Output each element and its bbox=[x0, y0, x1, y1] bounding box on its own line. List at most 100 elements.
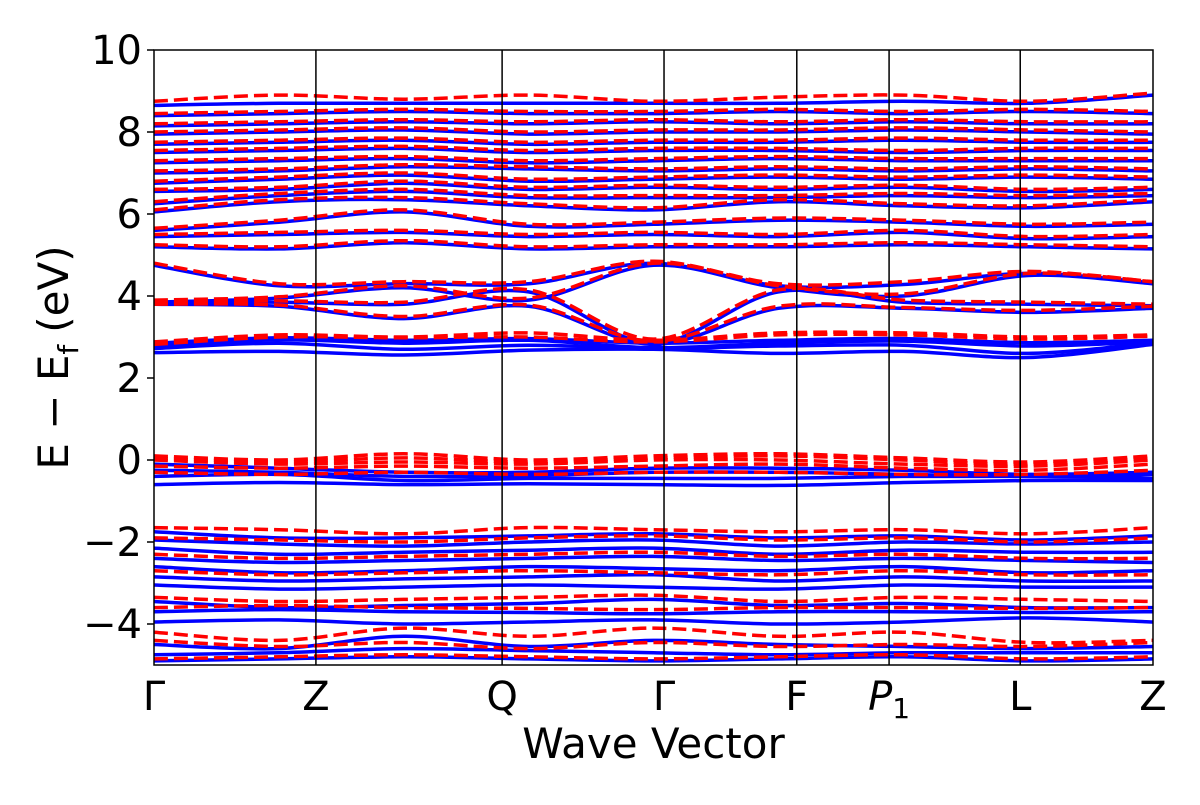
y-tick-label: 0 bbox=[117, 438, 142, 484]
solid-band-line bbox=[154, 462, 1153, 477]
dashed-band-line bbox=[154, 626, 1153, 645]
x-tick-label: Γ bbox=[143, 674, 166, 720]
solid-band-line bbox=[154, 173, 1153, 186]
dashed-band-line bbox=[154, 593, 1153, 604]
solid-band-line bbox=[154, 564, 1153, 575]
dashed-band-line bbox=[154, 171, 1153, 183]
y-tick-label: 8 bbox=[117, 110, 142, 156]
x-tick-label-main: L bbox=[1009, 674, 1032, 720]
dashed-band-line bbox=[154, 187, 1153, 204]
solid-band-line bbox=[154, 128, 1153, 136]
x-tick-label: F bbox=[785, 674, 808, 720]
x-axis-title: Wave Vector bbox=[522, 719, 785, 768]
dashed-band-line bbox=[154, 462, 1153, 473]
y-axis-title-unit: (eV) bbox=[29, 245, 78, 332]
x-tick-label: Z bbox=[302, 674, 329, 720]
solid-band-line bbox=[154, 197, 1153, 214]
solid-band-line bbox=[154, 230, 1153, 241]
x-tick-label-main: Q bbox=[486, 674, 517, 720]
dashed-band-line bbox=[154, 117, 1153, 126]
y-tick-label: 2 bbox=[117, 356, 142, 402]
dashed-band-line bbox=[154, 457, 1153, 469]
x-tick-label: P1 bbox=[868, 674, 910, 725]
y-ticks: −4 −2 0 2 4 6 8 10 bbox=[83, 28, 154, 648]
x-tick-label-main: F bbox=[785, 674, 808, 720]
dashed-band-line bbox=[154, 638, 1153, 651]
solid-band-line bbox=[154, 646, 1153, 657]
y-tick-label: 6 bbox=[117, 192, 142, 238]
solid-band-line bbox=[154, 607, 1153, 616]
dashed-band-line bbox=[154, 144, 1153, 153]
solid-band-line bbox=[154, 338, 1153, 350]
dashed-band-line bbox=[154, 452, 1153, 464]
k-point-lines bbox=[315, 50, 1021, 665]
plot-frame bbox=[153, 49, 1154, 666]
solid-band-line bbox=[154, 240, 1153, 251]
x-tick-label: Z bbox=[1139, 674, 1166, 720]
dashed-band-line bbox=[154, 238, 1153, 249]
y-tick-label: 4 bbox=[117, 274, 142, 320]
solid-band-line bbox=[154, 472, 1153, 483]
y-axis-title-subscript: f bbox=[52, 344, 85, 355]
dashed-band-line bbox=[154, 208, 1153, 231]
solid-band-line bbox=[154, 530, 1153, 542]
solid-band-line bbox=[154, 583, 1153, 591]
dashed-band-line bbox=[154, 91, 1153, 104]
dashed-band-line bbox=[154, 286, 1153, 341]
solid-band-line bbox=[154, 655, 1153, 663]
solid-band-line bbox=[154, 554, 1153, 565]
solid-band-line bbox=[154, 138, 1153, 147]
x-tick-label-main: Γ bbox=[143, 674, 166, 720]
solid-band-line bbox=[154, 546, 1153, 557]
x-tick-label-subscript: 1 bbox=[892, 692, 910, 725]
y-tick-label: 10 bbox=[91, 28, 142, 74]
solid-band-line bbox=[154, 181, 1153, 194]
solid-band-line bbox=[154, 210, 1153, 233]
dashed-band-line bbox=[154, 154, 1153, 163]
solid-band-line bbox=[154, 156, 1153, 165]
dashed-band-line bbox=[154, 136, 1153, 145]
x-tick-label-main: P bbox=[868, 674, 893, 720]
dashed-band-line bbox=[154, 195, 1153, 212]
dashed-band-line bbox=[154, 550, 1153, 561]
solid-band-line bbox=[154, 616, 1153, 626]
x-tick-label-main: Γ bbox=[653, 674, 676, 720]
dashed-band-line bbox=[154, 568, 1153, 577]
x-ticks: Γ Z Q Γ F P1 L Z bbox=[143, 674, 1167, 725]
y-axis-title: E − Ef (eV) bbox=[29, 245, 85, 469]
solid-band-line bbox=[154, 572, 1153, 584]
y-axis-title-main: E − E bbox=[29, 355, 78, 470]
dashed-band-line bbox=[154, 534, 1153, 544]
dashed-band-line bbox=[154, 228, 1153, 239]
dashed-band-line bbox=[154, 454, 1153, 466]
dashed-band-line bbox=[154, 468, 1153, 477]
dashed-band-line bbox=[154, 126, 1153, 134]
dashed-band-line bbox=[154, 652, 1153, 661]
solid-band-line bbox=[154, 120, 1153, 128]
solid-band-line bbox=[154, 93, 1153, 108]
solid-band-line bbox=[154, 538, 1153, 548]
y-tick-label: −4 bbox=[83, 602, 142, 648]
x-tick-label-main: Z bbox=[1139, 674, 1166, 720]
x-tick-label: L bbox=[1009, 674, 1032, 720]
solid-band-line bbox=[154, 189, 1153, 206]
dashed-band-line bbox=[154, 179, 1153, 192]
dashed-band-line bbox=[154, 259, 1153, 287]
dashed-band-line bbox=[154, 261, 1153, 302]
x-tick-label: Q bbox=[486, 674, 517, 720]
solid-band-line bbox=[154, 146, 1153, 155]
dashed-band-line bbox=[154, 603, 1153, 612]
x-tick-label: Γ bbox=[653, 674, 676, 720]
solid-band-line bbox=[154, 165, 1153, 175]
dashed-band-line bbox=[154, 107, 1153, 116]
solid-band-line bbox=[154, 109, 1153, 118]
dashed-band-line bbox=[154, 525, 1153, 536]
series-dashed bbox=[154, 91, 1153, 661]
y-tick-label: −2 bbox=[83, 520, 142, 566]
dashed-band-line bbox=[154, 302, 1153, 343]
dashed-band-line bbox=[154, 163, 1153, 173]
series-layer bbox=[154, 91, 1153, 663]
solid-band-line bbox=[154, 478, 1153, 488]
